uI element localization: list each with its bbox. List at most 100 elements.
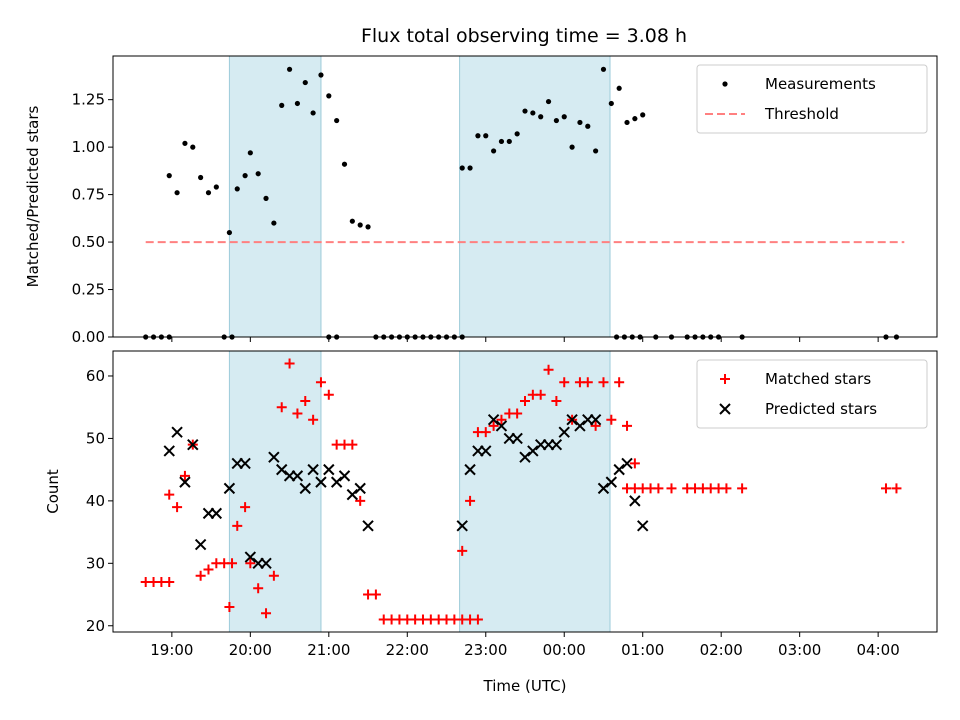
measurement-point	[530, 110, 536, 116]
matched-star-point	[891, 483, 902, 494]
measurement-point	[553, 117, 559, 124]
predicted-star-point	[637, 520, 649, 532]
measurement-point	[600, 66, 607, 72]
predicted-star-point	[519, 451, 531, 463]
top-y-tick-label: 0.50	[72, 233, 105, 251]
matched-star-point	[480, 427, 491, 438]
predicted-star-point	[605, 476, 618, 488]
predicted-star-point	[276, 463, 288, 476]
predicted-star-point	[163, 445, 175, 457]
predicted-star-point	[291, 470, 304, 482]
bottom-y-tick-label: 60	[86, 367, 105, 385]
matched-star-point	[308, 414, 319, 425]
measurement-point	[294, 100, 301, 107]
predicted-star-point	[260, 557, 272, 570]
measurement-point	[166, 173, 172, 179]
x-tick-label: 19:00	[150, 641, 193, 659]
predicted-star-point	[239, 457, 251, 470]
matched-star-point	[606, 414, 617, 425]
matched-star-point	[582, 377, 593, 388]
measurement-point	[522, 108, 528, 114]
matched-star-point	[253, 583, 264, 594]
predicted-star-point	[179, 476, 191, 488]
matched-star-point	[535, 389, 546, 400]
predicted-star-point	[338, 470, 351, 482]
measurement-point	[561, 114, 567, 120]
top-legend-box	[696, 64, 928, 134]
predicted-star-point	[268, 451, 280, 463]
measurement-point	[234, 186, 240, 192]
x-tick-label: 00:00	[543, 641, 586, 659]
bottom-legend: Matched stars Predicted stars	[696, 359, 928, 429]
x-tick-label: 22:00	[386, 641, 429, 659]
predicted-star-point	[210, 507, 223, 520]
x-tick-label: 04:00	[857, 641, 900, 659]
predicted-star-point	[480, 445, 492, 457]
matched-star-point	[227, 558, 238, 569]
legend-entry-label: Matched stars	[765, 370, 871, 388]
measurement-point	[226, 229, 233, 236]
matched-star-point	[737, 483, 748, 494]
measurement-point	[326, 93, 332, 99]
measurement-point	[632, 116, 638, 122]
bottom-axes-frame	[112, 350, 938, 633]
top-shaded-interval	[228, 55, 322, 338]
legend-entry-label: Measurements	[765, 75, 876, 93]
matched-star-point	[268, 570, 279, 581]
measurement-point	[538, 114, 544, 120]
measurement-point	[286, 66, 293, 72]
legend-measurements-marker	[722, 81, 728, 87]
measurement-point	[357, 222, 363, 228]
predicted-star-point	[558, 426, 570, 438]
x-tick-label: 21:00	[307, 641, 350, 659]
matched-star-point	[347, 439, 358, 450]
matched-star-point	[370, 589, 381, 600]
matched-star-point	[315, 377, 326, 388]
measurement-point	[302, 79, 308, 86]
matched-star-point	[520, 395, 530, 406]
matched-star-point	[559, 377, 570, 388]
top-y-axis-label: Matched/Predicted stars	[24, 106, 42, 288]
measurement-point	[491, 148, 497, 154]
matched-star-point	[164, 489, 175, 500]
measurement-point	[213, 184, 219, 190]
measurement-point	[624, 119, 630, 126]
matched-star-point	[261, 608, 272, 619]
x-axis-label: Time (UTC)	[483, 677, 567, 695]
measurement-point	[255, 171, 261, 177]
predicted-star-point	[223, 482, 236, 495]
matched-star-point	[472, 614, 483, 625]
predicted-star-point	[456, 520, 468, 532]
predicted-star-point	[323, 463, 335, 476]
predicted-star-point	[330, 476, 343, 488]
top-y-tick-label: 1.25	[72, 91, 105, 109]
matched-star-point	[512, 408, 523, 419]
matched-star-point	[590, 420, 601, 431]
top-y-tick-label: 0.75	[72, 186, 105, 204]
top-legend: Measurements Threshold	[696, 64, 928, 134]
matched-star-point	[551, 395, 562, 406]
measurement-point	[174, 190, 180, 196]
legend-matched-marker	[720, 374, 730, 384]
measurement-point	[459, 165, 465, 171]
measurement-point	[190, 144, 196, 150]
matched-star-point	[653, 483, 664, 494]
predicted-star-point	[244, 551, 257, 563]
matched-star-point	[203, 564, 214, 575]
predicted-star-point	[527, 445, 539, 457]
top-chart-title: Flux total observing time = 3.08 h	[361, 25, 687, 47]
predicted-star-point	[574, 420, 586, 432]
predicted-star-point	[315, 476, 327, 488]
matched-star-point	[721, 483, 732, 494]
predicted-star-point	[354, 482, 366, 495]
matched-star-point	[195, 570, 206, 581]
predicted-star-point	[187, 438, 199, 451]
measurement-point	[467, 165, 473, 171]
bottom-y-tick-label: 50	[86, 429, 105, 447]
top-y-tick-label: 1.00	[72, 138, 105, 156]
matched-star-point	[488, 420, 499, 431]
predicted-star-point	[613, 463, 625, 476]
predicted-star-point	[495, 420, 508, 432]
predicted-star-point	[511, 432, 523, 445]
